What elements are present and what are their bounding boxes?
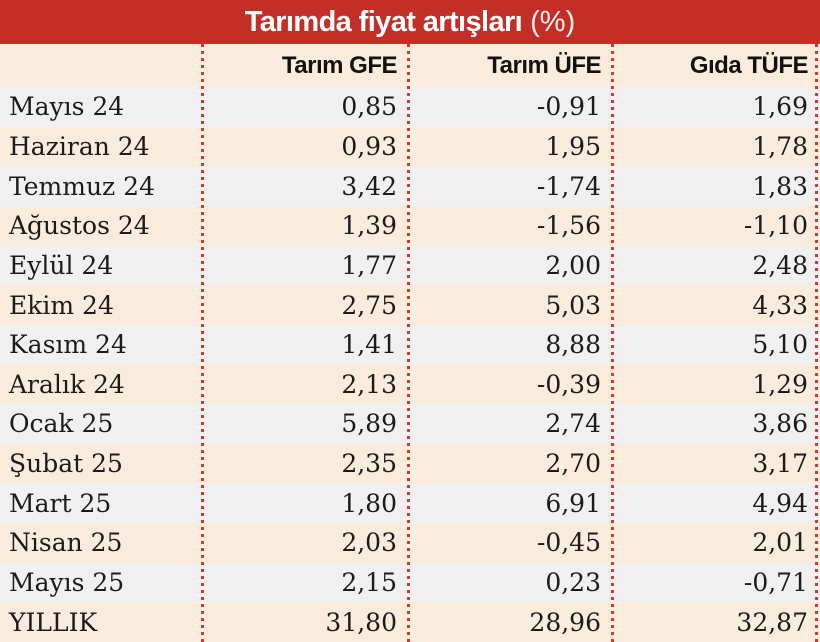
column-header-tarim-ufe: Tarım ÜFE [487, 51, 601, 79]
row-gida-tufe-value: 5,10 [752, 330, 808, 360]
row-tarim-ufe-value: 6,91 [545, 488, 601, 518]
row-gida-tufe-value: 2,01 [752, 528, 808, 558]
row-tarim-gfe-value: 0,85 [341, 92, 397, 122]
table-row: Aralık 24 2,13 -0,39 1,29 [0, 364, 820, 405]
table-row: Ocak 25 5,89 2,74 3,86 [0, 404, 820, 444]
row-tarim-gfe-value: 31,80 [325, 607, 397, 637]
row-month-label: Haziran 24 [9, 131, 150, 161]
table-title: Tarımda fiyat artışları [244, 5, 523, 38]
table-row: Kasım 24 1,41 8,88 5,10 [0, 324, 820, 365]
row-tarim-ufe-value: 2,74 [545, 409, 601, 439]
row-gida-tufe-value: 3,86 [752, 409, 808, 439]
row-gida-tufe-value: -0,71 [743, 568, 808, 597]
table-row: Ekim 24 2,75 5,03 4,33 [0, 285, 820, 325]
row-month-label: Eylül 24 [9, 250, 114, 280]
row-tarim-ufe-value: 2,00 [545, 250, 601, 280]
row-month-label: Mart 25 [9, 488, 112, 518]
table-body: Mayıs 24 0,85 -0,91 1,69 Haziran 24 0,93… [0, 87, 820, 642]
row-tarim-gfe-value: 1,39 [341, 211, 397, 241]
row-gida-tufe-value: 1,78 [752, 131, 808, 161]
row-month-label: YILLIK [9, 607, 98, 637]
row-tarim-gfe-value: 0,93 [341, 131, 397, 161]
row-tarim-ufe-value: 8,88 [545, 330, 601, 360]
row-month-label: Temmuz 24 [9, 171, 155, 201]
table-row: Mart 25 1,80 6,91 4,94 [0, 483, 820, 524]
row-tarim-ufe-value: -0,91 [536, 92, 601, 122]
row-gida-tufe-value: 2,48 [752, 250, 808, 280]
row-gida-tufe-value: 3,17 [752, 449, 808, 479]
column-header-tarim-gfe: Tarım GFE [281, 51, 398, 79]
row-tarim-ufe-value: 1,95 [545, 131, 601, 161]
row-tarim-gfe-value: 3,42 [341, 171, 397, 201]
row-tarim-ufe-value: -0,39 [536, 369, 601, 399]
row-tarim-ufe-value: 5,03 [545, 290, 601, 320]
table-row: Haziran 24 0,93 1,95 1,78 [0, 126, 820, 167]
table-title-bar: Tarımda fiyat artışları (%) [0, 0, 820, 44]
row-month-label: Ağustos 24 [9, 211, 150, 241]
row-tarim-ufe-value: -1,56 [536, 211, 601, 241]
row-tarim-ufe-value: -0,45 [536, 528, 601, 558]
row-month-label: Mayıs 25 [9, 568, 125, 597]
row-tarim-gfe-value: 1,80 [341, 488, 397, 518]
row-tarim-gfe-value: 1,41 [341, 330, 397, 360]
row-month-label: Ekim 24 [9, 290, 114, 320]
table-row: Mayıs 24 0,85 -0,91 1,69 [0, 87, 820, 127]
row-gida-tufe-value: 4,94 [752, 488, 808, 518]
row-tarim-gfe-value: 2,75 [341, 290, 397, 320]
row-gida-tufe-value: 1,69 [752, 92, 808, 122]
row-gida-tufe-value: -1,10 [743, 211, 808, 241]
row-gida-tufe-value: 1,83 [752, 171, 808, 201]
row-tarim-ufe-value: -1,74 [536, 171, 601, 201]
table-row: Şubat 25 2,35 2,70 3,17 [0, 443, 820, 484]
column-header-gida-tufe: Gıda TÜFE [689, 51, 809, 79]
row-month-label: Nisan 25 [9, 528, 123, 558]
row-tarim-gfe-value: 1,77 [341, 250, 397, 280]
row-tarim-gfe-value: 2,35 [341, 449, 397, 479]
row-gida-tufe-value: 32,87 [736, 607, 808, 637]
table-row: Ağustos 24 1,39 -1,56 -1,10 [0, 205, 820, 246]
table-row: Mayıs 25 2,15 0,23 -0,71 [0, 562, 820, 603]
row-month-label: Kasım 24 [9, 330, 127, 360]
row-month-label: Aralık 24 [9, 369, 125, 399]
row-tarim-gfe-value: 2,03 [341, 528, 397, 558]
row-tarim-gfe-value: 5,89 [341, 409, 397, 439]
row-tarim-gfe-value: 2,13 [341, 369, 397, 399]
table-row: Eylül 24 1,77 2,00 2,48 [0, 245, 820, 286]
table-title-unit: (%) [530, 5, 576, 38]
row-gida-tufe-value: 4,33 [752, 290, 808, 320]
column-header-row: Tarım GFE Tarım ÜFE Gıda TÜFE [0, 44, 820, 87]
row-tarim-ufe-value: 28,96 [529, 607, 601, 637]
row-month-label: Ocak 25 [9, 409, 114, 439]
table-row: Nisan 25 2,03 -0,45 2,01 [0, 523, 820, 563]
row-month-label: Mayıs 24 [9, 92, 125, 122]
row-tarim-gfe-value: 2,15 [341, 568, 397, 597]
row-month-label: Şubat 25 [9, 449, 123, 479]
table-row: Temmuz 24 3,42 -1,74 1,83 [0, 166, 820, 206]
table-row: YILLIK 31,80 28,96 32,87 [0, 602, 820, 642]
row-gida-tufe-value: 1,29 [752, 369, 808, 399]
row-tarim-ufe-value: 0,23 [545, 568, 601, 597]
row-tarim-ufe-value: 2,70 [545, 449, 601, 479]
